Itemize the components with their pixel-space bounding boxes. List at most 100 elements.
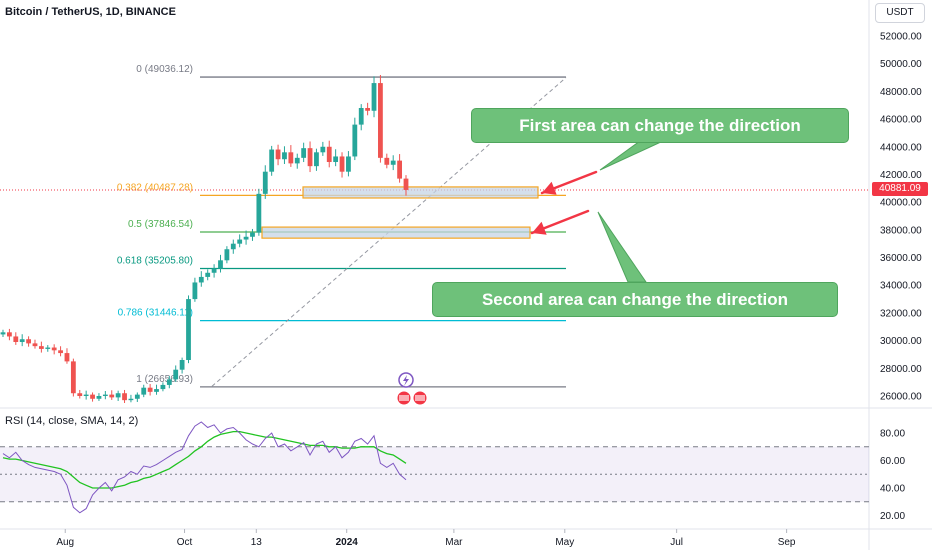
rsi-panel: 80.00 60.00 40.00 20.00 bbox=[0, 421, 905, 522]
time-axis: Aug Oct 13 2024 Mar May Jul Sep bbox=[56, 529, 796, 548]
candle-body bbox=[294, 157, 300, 164]
candle-body bbox=[19, 339, 25, 342]
lightning-glyph bbox=[403, 375, 409, 386]
rsi-title[interactable]: RSI (14, close, SMA, 14, 2) bbox=[5, 415, 139, 427]
candle-body bbox=[352, 124, 358, 157]
flag-stripe bbox=[415, 395, 425, 401]
price-tick-label: 38000.00 bbox=[880, 225, 922, 236]
price-tick-label: 44000.00 bbox=[880, 142, 922, 153]
candle-body bbox=[192, 282, 198, 300]
time-tick-label: 13 bbox=[251, 537, 263, 548]
candle-body bbox=[154, 389, 159, 392]
candle-body bbox=[358, 108, 364, 125]
candle-body bbox=[326, 146, 332, 162]
candle-body bbox=[128, 398, 134, 401]
price-tick-label: 34000.00 bbox=[880, 281, 922, 292]
candle-body bbox=[269, 149, 275, 172]
candle-body bbox=[320, 146, 326, 153]
second-support-zone bbox=[261, 226, 531, 239]
candle-body bbox=[45, 347, 51, 349]
candle-body bbox=[314, 152, 319, 167]
rsi-tick-label: 80.00 bbox=[880, 429, 905, 440]
last-price-tag: 40881.09 bbox=[872, 182, 928, 196]
candle-body bbox=[122, 393, 127, 401]
first-support-zone bbox=[302, 186, 539, 199]
rsi-ma-line bbox=[2, 430, 407, 489]
callout-first-tail bbox=[599, 140, 664, 171]
candle-body bbox=[26, 339, 31, 344]
candle-body bbox=[134, 394, 140, 399]
price-tick-label: 32000.00 bbox=[880, 308, 922, 319]
price-tick-label: 40000.00 bbox=[880, 198, 922, 209]
time-tick-label: Sep bbox=[778, 537, 796, 548]
candle-body bbox=[64, 353, 70, 362]
candle-body bbox=[179, 360, 185, 370]
candle-body bbox=[0, 332, 6, 335]
candle-body bbox=[218, 260, 223, 269]
rsi-tick-label: 20.00 bbox=[880, 511, 905, 522]
rsi-tick-label: 60.00 bbox=[880, 456, 905, 467]
pointer-arrow-second-head bbox=[532, 221, 547, 235]
candle-body bbox=[160, 384, 166, 390]
time-tick-label: 2024 bbox=[336, 537, 359, 548]
candle-body bbox=[275, 149, 281, 160]
candle-body bbox=[83, 394, 89, 396]
candle-body bbox=[397, 160, 403, 179]
candle-body bbox=[166, 379, 172, 385]
candle-body bbox=[282, 152, 287, 160]
candle-body bbox=[51, 347, 57, 351]
candle-body bbox=[186, 299, 191, 360]
candle-body bbox=[77, 393, 83, 396]
candle-body bbox=[250, 232, 255, 237]
candle-body bbox=[58, 350, 63, 354]
time-tick-label: Jul bbox=[670, 537, 683, 548]
candle-body bbox=[390, 160, 396, 165]
candle-body bbox=[333, 156, 339, 162]
price-axis: 52000.00 50000.00 48000.00 46000.00 44000.00… bbox=[880, 32, 922, 403]
candle-body bbox=[384, 157, 390, 165]
rsi-tick-label: 40.00 bbox=[880, 484, 905, 495]
candle-body bbox=[230, 243, 236, 250]
callout-second-tail bbox=[597, 211, 647, 283]
candle-body bbox=[346, 156, 351, 172]
fib-level-label: 0.5 (37846.54) bbox=[128, 219, 193, 230]
fib-level-label: 1 (26656.93) bbox=[136, 374, 193, 385]
candle-body bbox=[90, 394, 95, 399]
candle-body bbox=[6, 332, 12, 337]
candle-body bbox=[38, 346, 44, 349]
price-tick-label: 48000.00 bbox=[880, 87, 922, 98]
candle-body bbox=[288, 152, 294, 164]
currency-button[interactable]: USDT bbox=[875, 3, 925, 23]
candle-body bbox=[224, 249, 230, 261]
fib-level-label: 0.786 (31446.11) bbox=[118, 308, 193, 319]
rsi-band-fill bbox=[0, 446, 869, 502]
candle-body bbox=[141, 387, 147, 395]
price-tick-label: 30000.00 bbox=[880, 336, 922, 347]
flag-stripe bbox=[399, 395, 409, 401]
candle-body bbox=[365, 108, 371, 111]
time-tick-label: Oct bbox=[177, 537, 193, 548]
price-tick-label: 52000.00 bbox=[880, 32, 922, 43]
candle-body bbox=[371, 83, 377, 111]
candle-body bbox=[256, 193, 262, 233]
candle-body bbox=[115, 393, 121, 398]
pointer-arrow-first-head bbox=[542, 181, 557, 195]
candle-body bbox=[403, 178, 409, 190]
fib-level-label: 0.618 (35205.80) bbox=[117, 256, 193, 267]
price-tick-label: 28000.00 bbox=[880, 364, 922, 375]
price-tick-label: 36000.00 bbox=[880, 253, 922, 264]
callout-first-area: First area can change the direction bbox=[471, 108, 849, 143]
candle-body bbox=[70, 361, 76, 394]
time-tick-label: Aug bbox=[56, 537, 74, 548]
price-tick-label: 50000.00 bbox=[880, 59, 922, 70]
time-tick-label: May bbox=[555, 537, 574, 548]
time-tick-label: Mar bbox=[445, 537, 463, 548]
candle-body bbox=[211, 268, 217, 273]
support-zones bbox=[261, 186, 539, 239]
symbol-title[interactable]: Bitcoin / TetherUS, 1D, BINANCE bbox=[5, 6, 176, 18]
candle-body bbox=[243, 236, 249, 240]
event-icons bbox=[396, 372, 428, 406]
candle-body bbox=[301, 148, 307, 158]
